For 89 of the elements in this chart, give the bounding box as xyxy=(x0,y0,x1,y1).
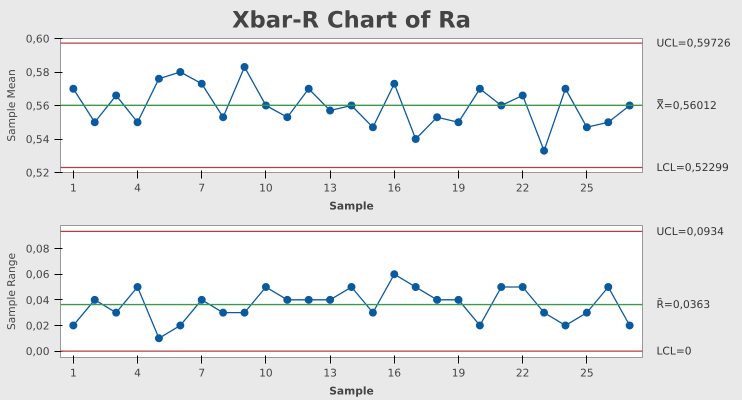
point xyxy=(304,296,313,304)
y-tick-label: 0,54 xyxy=(26,133,50,146)
y-tick-label: 0,02 xyxy=(26,319,50,332)
point xyxy=(454,118,462,126)
point xyxy=(390,80,398,88)
point xyxy=(476,321,484,330)
point xyxy=(540,146,548,155)
point xyxy=(90,296,99,304)
x-tick-label: 10 xyxy=(259,366,273,380)
point xyxy=(69,321,78,330)
point xyxy=(262,283,270,292)
y-tick-label: 0,56 xyxy=(26,100,50,112)
point xyxy=(69,84,78,93)
point xyxy=(90,118,99,126)
y-tick-label: 0,00 xyxy=(26,345,50,358)
ref-line-label: R̄=0,0363 xyxy=(656,298,710,312)
x-tick-label: 7 xyxy=(198,366,206,380)
x-tick-label: 4 xyxy=(134,366,142,380)
point xyxy=(497,283,506,292)
point xyxy=(412,283,420,292)
x-tick-label: 25 xyxy=(580,366,594,380)
x-axis-title: Sample xyxy=(329,384,374,398)
point xyxy=(112,308,120,317)
point xyxy=(134,283,142,292)
y-tick-label: 0,06 xyxy=(26,268,50,282)
x-tick-label: 13 xyxy=(323,366,337,380)
x-tick-label: 19 xyxy=(452,182,466,194)
point xyxy=(219,113,228,122)
y-axis-title: Sample Mean xyxy=(4,69,18,142)
point xyxy=(219,308,228,317)
point xyxy=(582,123,591,132)
x-tick-label: 1 xyxy=(70,182,77,194)
x-tick-label: 7 xyxy=(198,182,206,194)
point xyxy=(561,321,570,330)
ref-line-label: UCL=0,59726 xyxy=(656,36,731,50)
x-tick-label: 22 xyxy=(516,366,530,380)
point xyxy=(198,80,206,88)
point xyxy=(134,118,142,126)
point xyxy=(154,334,163,342)
point xyxy=(390,270,398,278)
y-tick-label: 0,52 xyxy=(26,166,50,180)
point xyxy=(326,106,334,115)
point xyxy=(412,135,420,143)
chart-title: Xbar-R Chart of Ra xyxy=(232,8,471,34)
point xyxy=(283,296,292,304)
point xyxy=(561,84,570,93)
point xyxy=(433,296,442,304)
point xyxy=(604,118,612,126)
x-tick-label: 16 xyxy=(388,182,402,194)
point xyxy=(112,91,120,100)
x-tick-label: 4 xyxy=(134,182,142,194)
x-tick-label: 19 xyxy=(452,366,466,380)
y-tick-label: 0,04 xyxy=(26,294,50,307)
point xyxy=(283,113,292,122)
x-tick-label: 13 xyxy=(323,182,337,194)
ref-line-label: LCL=0,52299 xyxy=(656,160,730,174)
point xyxy=(176,68,184,76)
point xyxy=(582,308,591,317)
point xyxy=(476,84,484,93)
point xyxy=(540,308,548,317)
point xyxy=(240,62,249,71)
point xyxy=(604,283,612,292)
x-axis-title: Sample xyxy=(329,200,374,212)
point xyxy=(368,308,377,317)
x-tick-label: 25 xyxy=(580,182,594,194)
ref-line-label: X̿=0,56012 xyxy=(656,98,717,112)
ref-line-label: UCL=0,0934 xyxy=(656,224,724,238)
ref-line-label: LCL=0 xyxy=(656,344,692,358)
point xyxy=(154,74,163,83)
point xyxy=(518,91,527,100)
x-tick-label: 10 xyxy=(259,182,273,194)
point xyxy=(240,308,249,317)
point xyxy=(433,113,442,122)
x-tick-label: 1 xyxy=(70,366,77,380)
point xyxy=(326,296,334,304)
y-axis-title: Sample Range xyxy=(4,252,18,330)
point xyxy=(518,283,527,292)
point xyxy=(176,321,184,330)
point xyxy=(348,283,356,292)
y-tick-label: 0,58 xyxy=(26,66,50,79)
x-tick-label: 16 xyxy=(388,366,402,380)
point xyxy=(304,84,313,93)
y-tick-label: 0,60 xyxy=(26,32,50,46)
point xyxy=(626,321,634,330)
point xyxy=(198,296,206,304)
point xyxy=(368,123,377,132)
x-tick-label: 22 xyxy=(516,182,530,194)
point xyxy=(454,296,462,304)
y-tick-label: 0,08 xyxy=(26,242,50,256)
